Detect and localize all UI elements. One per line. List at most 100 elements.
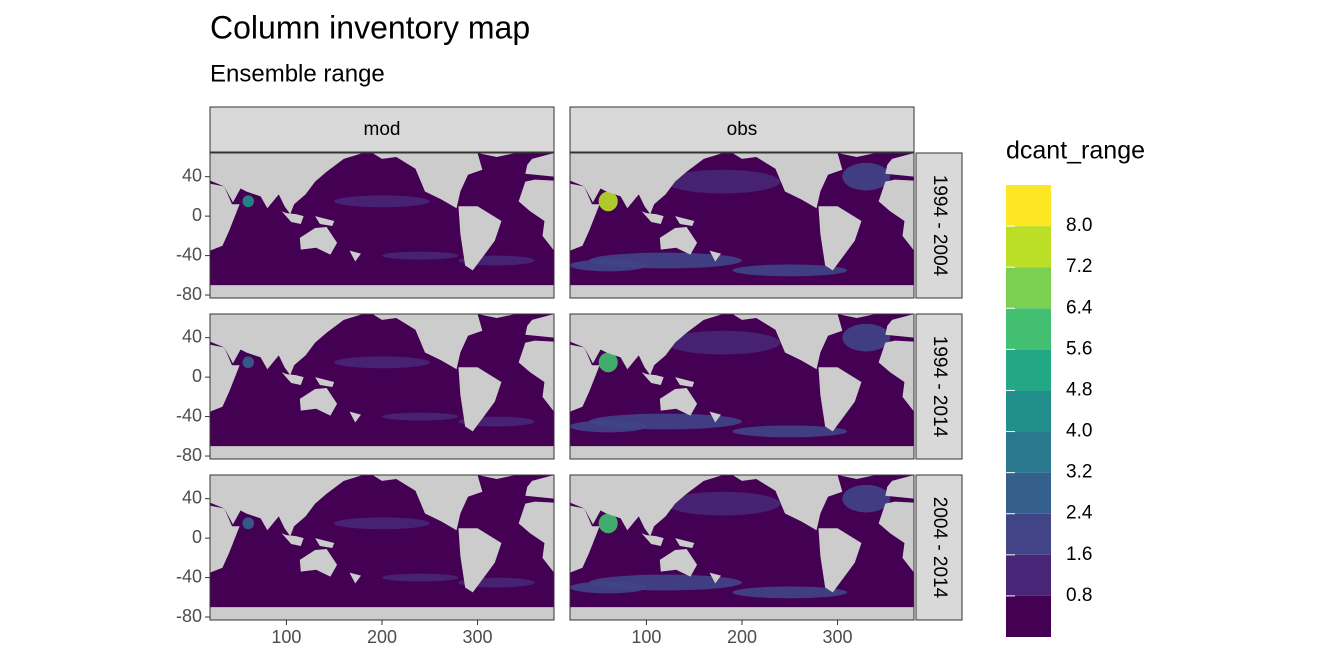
legend-bin: [1006, 513, 1051, 555]
x-tick-label: 100: [631, 627, 661, 647]
value-patch: [665, 330, 781, 355]
value-patch: [570, 581, 647, 594]
land: [210, 475, 363, 537]
map-panel: [570, 475, 914, 620]
land: [299, 387, 338, 416]
land: [458, 528, 502, 593]
value-patch: [842, 323, 891, 352]
land: [372, 314, 483, 370]
land: [570, 446, 914, 459]
legend-label: 8.0: [1066, 215, 1092, 236]
land: [458, 367, 502, 432]
legend-bin: [1006, 226, 1051, 268]
land: [641, 533, 664, 547]
value-patch: [732, 264, 848, 277]
value-patch: [334, 356, 430, 369]
row-strip-label: 2004 - 2014: [929, 497, 950, 599]
y-tick-label: -80: [176, 284, 202, 304]
land: [878, 340, 914, 412]
legend-label: 4.0: [1066, 421, 1092, 442]
value-patch: [665, 491, 781, 516]
land: [372, 475, 483, 531]
column-strip-label: obs: [727, 119, 758, 140]
legend-label: 6.4: [1066, 297, 1093, 318]
legend-label: 1.6: [1066, 544, 1092, 565]
land: [659, 226, 698, 255]
column-strip-label: mod: [364, 119, 401, 140]
land: [570, 183, 600, 251]
land: [675, 377, 695, 387]
land: [372, 153, 483, 209]
value-patch: [382, 412, 459, 421]
land: [525, 314, 554, 338]
value-patch: [570, 420, 647, 433]
legend-label: 2.4: [1066, 503, 1093, 524]
land: [349, 250, 361, 262]
column-strip: [569, 106, 915, 153]
legend-bin: [1006, 431, 1051, 473]
land: [641, 372, 664, 386]
value-patch: [842, 162, 891, 191]
value-patch: [665, 169, 781, 194]
land: [315, 377, 335, 387]
column-strip: [209, 106, 555, 153]
land: [210, 153, 363, 215]
map-panel: [210, 314, 554, 459]
legend-bin: [1006, 595, 1051, 637]
land: [518, 179, 554, 251]
land: [210, 183, 240, 251]
panel-border: [569, 152, 915, 299]
legend-label: 7.2: [1066, 256, 1092, 277]
land: [525, 475, 554, 499]
land: [477, 314, 516, 318]
legend-label: 0.8: [1066, 585, 1092, 606]
x-tick-label: 200: [367, 627, 397, 647]
y-tick-label: 40: [182, 165, 202, 185]
land: [659, 387, 698, 416]
map-panel: [570, 153, 914, 298]
legend-bin: [1006, 185, 1051, 227]
y-tick-label: -80: [176, 445, 202, 465]
land: [885, 314, 914, 338]
land: [659, 548, 698, 577]
legend-label: 5.6: [1066, 338, 1092, 359]
legend-label: 4.8: [1066, 379, 1092, 400]
land: [709, 572, 721, 584]
value-patch: [598, 191, 618, 212]
land: [818, 206, 862, 271]
legend-bin: [1006, 390, 1051, 432]
land: [570, 344, 600, 412]
land: [315, 216, 335, 226]
land: [518, 501, 554, 573]
x-tick-label: 200: [727, 627, 757, 647]
land: [525, 153, 554, 177]
value-patch: [242, 195, 254, 208]
row-strip: [915, 313, 963, 460]
land: [349, 411, 361, 423]
land: [477, 153, 516, 157]
x-tick-label: 300: [823, 627, 853, 647]
land: [878, 501, 914, 573]
value-patch: [242, 517, 254, 530]
land: [818, 528, 862, 593]
x-tick-label: 300: [463, 627, 493, 647]
value-patch: [732, 425, 848, 438]
land: [818, 367, 862, 432]
land: [315, 538, 335, 548]
land: [281, 211, 304, 225]
value-patch: [242, 356, 254, 369]
value-patch: [334, 517, 430, 530]
land: [837, 153, 876, 157]
legend-bin: [1006, 472, 1051, 514]
y-tick-label: 0: [192, 527, 202, 547]
y-tick-label: 0: [192, 205, 202, 225]
y-tick-label: -80: [176, 606, 202, 626]
land: [210, 314, 363, 376]
chart-title: Column inventory map: [210, 9, 530, 45]
land: [281, 372, 304, 386]
land: [518, 340, 554, 412]
row-strip: [915, 152, 963, 299]
land: [885, 475, 914, 499]
chart-subtitle: Ensemble range: [210, 60, 385, 87]
